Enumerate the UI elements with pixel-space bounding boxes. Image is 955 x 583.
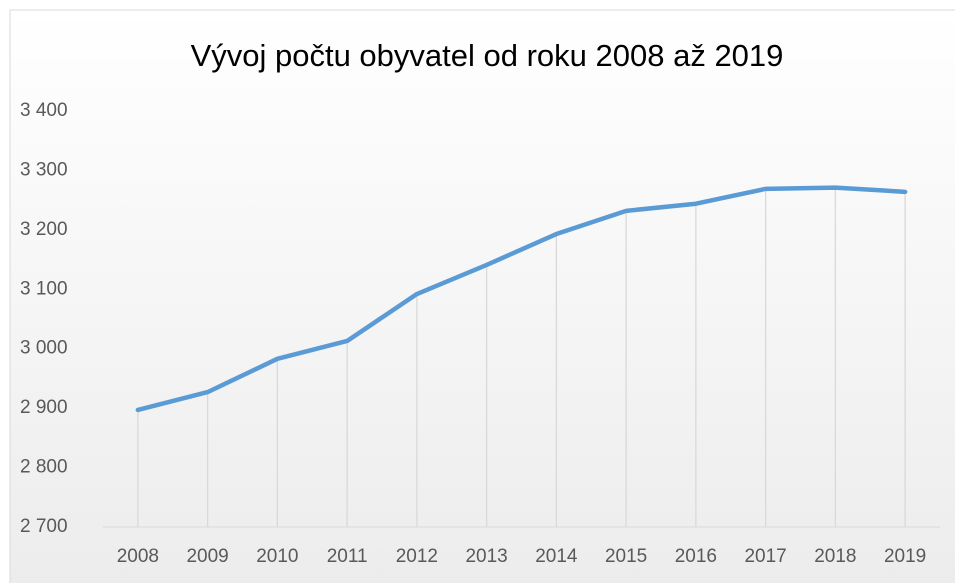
x-tick-label: 2014 — [535, 546, 578, 567]
y-tick-label: 2 800 — [20, 457, 68, 478]
x-tick-label: 2015 — [605, 546, 647, 567]
x-tick-label: 2016 — [675, 546, 717, 567]
x-tick-label: 2013 — [465, 546, 507, 567]
y-tick-label: 2 900 — [20, 397, 68, 418]
x-tick-label: 2019 — [884, 546, 926, 567]
y-tick-label: 3 300 — [20, 159, 68, 180]
y-tick-label: 3 400 — [20, 100, 68, 121]
y-tick-label: 2 700 — [20, 516, 68, 537]
chart-frame — [9, 9, 955, 583]
x-tick-label: 2012 — [396, 546, 438, 567]
x-tick-label: 2011 — [327, 546, 368, 567]
x-tick-label: 2017 — [744, 546, 786, 567]
chart-title: Vývoj počtu obyvatel od roku 2008 až 201… — [191, 38, 784, 73]
y-tick-label: 3 200 — [20, 219, 68, 240]
x-tick-label: 2008 — [117, 546, 159, 567]
x-tick-label: 2018 — [814, 546, 856, 567]
x-tick-label: 2010 — [256, 546, 298, 567]
y-tick-label: 3 000 — [20, 338, 68, 359]
x-tick-label: 2009 — [186, 546, 228, 567]
y-tick-label: 3 100 — [20, 278, 68, 299]
data-line — [135, 185, 908, 413]
